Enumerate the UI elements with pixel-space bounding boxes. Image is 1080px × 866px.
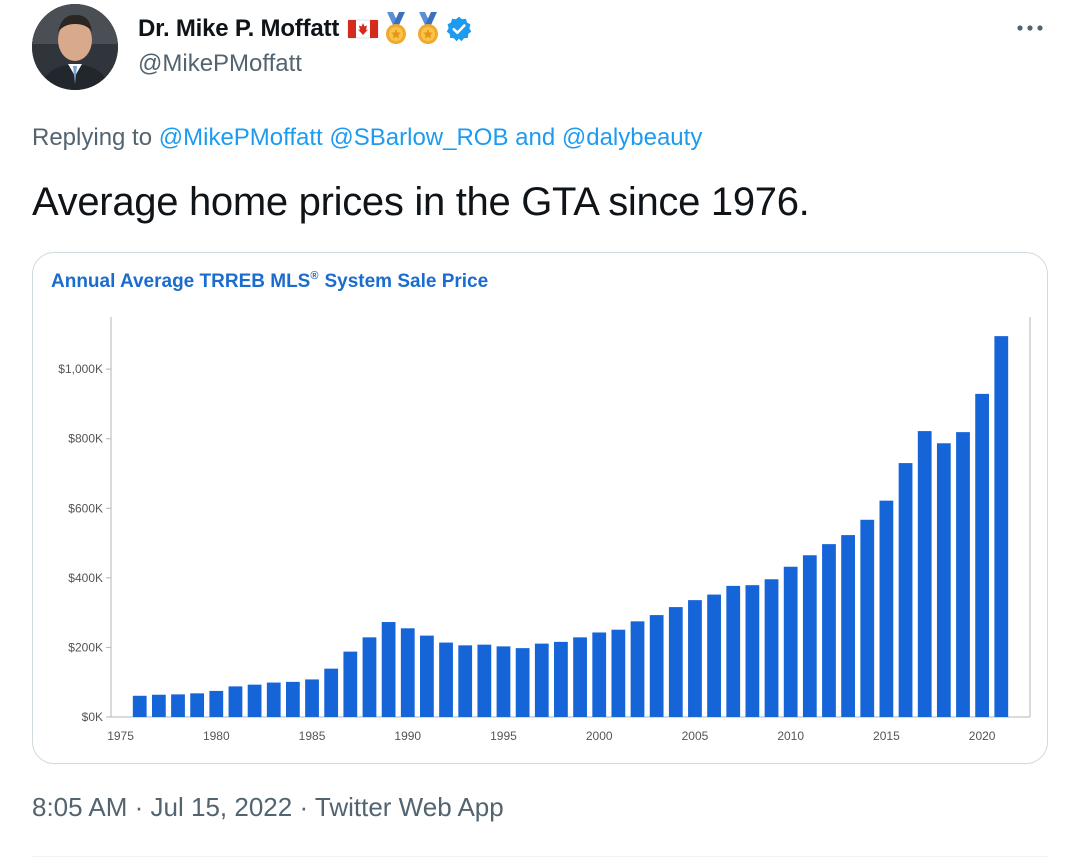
canada-flag-icon <box>347 19 379 39</box>
x-tick-label: 2015 <box>873 729 900 743</box>
bar-1999 <box>573 637 587 717</box>
tweet-meta: 8:05 AM · Jul 15, 2022 · Twitter Web App <box>32 792 504 823</box>
bar-2000 <box>592 632 607 717</box>
mention-link[interactable]: @dalybeauty <box>561 124 703 151</box>
bar-2020 <box>975 393 990 717</box>
x-tick-label: 2010 <box>777 729 804 743</box>
divider <box>32 856 1048 857</box>
bar-1993 <box>458 645 473 717</box>
bar-1986 <box>324 668 339 717</box>
tweet-date[interactable]: Jul 15, 2022 <box>150 792 293 822</box>
bar-1982 <box>247 684 262 717</box>
bar-1978 <box>171 694 185 717</box>
bar-1988 <box>362 637 377 717</box>
meta-separator: · <box>299 792 309 822</box>
x-tick-label: 1985 <box>299 729 326 743</box>
bar-1976 <box>132 695 147 717</box>
x-tick-label: 2000 <box>586 729 613 743</box>
mention-connector[interactable]: and <box>515 124 556 151</box>
tweet-text: Average home prices in the GTA since 197… <box>32 180 810 224</box>
mention-link[interactable]: @SBarlow_ROB <box>329 124 509 151</box>
bar-1998 <box>554 641 568 717</box>
bar-1994 <box>477 644 492 717</box>
chart: Annual Average TRREB MLS® System Sale Pri… <box>51 270 1031 743</box>
x-tick-label: 1975 <box>107 729 134 743</box>
bar-2012 <box>822 544 836 717</box>
bar-1983 <box>266 682 281 717</box>
x-tick-label: 2005 <box>682 729 709 743</box>
bar-2013 <box>841 535 855 717</box>
bar-2005 <box>688 600 702 717</box>
y-tick-label: $600K <box>68 501 103 515</box>
bar-2016 <box>898 463 913 717</box>
verified-badge-icon[interactable] <box>445 15 473 43</box>
bar-2004 <box>668 607 683 717</box>
tweet-time[interactable]: 8:05 AM <box>32 792 128 822</box>
bar-1996 <box>515 648 530 717</box>
bar-1991 <box>420 635 434 717</box>
chart-bars <box>132 336 1009 717</box>
author-badges <box>345 11 473 47</box>
bar-2011 <box>802 555 817 717</box>
bar-1992 <box>439 642 453 717</box>
y-tick-label: $800K <box>68 432 103 446</box>
x-tick-label: 1980 <box>203 729 230 743</box>
chart-axes <box>110 317 1031 718</box>
bar-2010 <box>783 566 798 717</box>
bar-2009 <box>764 579 779 717</box>
author-name-row: Dr. Mike P. Moffatt <box>138 12 473 46</box>
chart-y-ticks: $0K $200K $400K $600K $800K $1,000K <box>58 362 111 724</box>
bar-2007 <box>726 585 741 717</box>
bar-2001 <box>611 629 626 717</box>
x-tick-label: 1990 <box>394 729 421 743</box>
replying-to-line: Replying to @MikePMoffatt @SBarlow_ROB a… <box>32 124 702 152</box>
bar-2014 <box>860 519 875 717</box>
medal-icon <box>418 12 439 44</box>
x-tick-label: 1995 <box>490 729 517 743</box>
y-tick-label: $0K <box>82 710 103 724</box>
author-display-name[interactable]: Dr. Mike P. Moffatt <box>138 15 340 42</box>
bar-1989 <box>381 622 396 717</box>
y-tick-label: $1,000K <box>58 362 103 376</box>
bar-1981 <box>228 686 243 717</box>
bar-1995 <box>496 646 511 717</box>
meta-separator: · <box>134 792 144 822</box>
bar-2021 <box>994 336 1009 717</box>
chart-x-ticks: 1975 1980 1985 1990 1995 2000 2005 2010 2015 2020 <box>107 729 996 743</box>
bar-1987 <box>343 651 358 717</box>
more-options-icon[interactable] <box>1012 14 1048 42</box>
bar-1980 <box>209 690 224 717</box>
replying-to-label: Replying to <box>32 124 153 151</box>
x-tick-label: 2020 <box>969 729 996 743</box>
tweet-source[interactable]: Twitter Web App <box>314 792 504 822</box>
bar-1997 <box>534 643 549 717</box>
bar-2015 <box>879 500 894 717</box>
bar-2017 <box>917 431 932 717</box>
bar-2006 <box>707 594 721 717</box>
bar-1985 <box>305 679 319 717</box>
bar-1984 <box>285 681 300 717</box>
chart-title: Annual Average TRREB MLS® System Sale Pri… <box>51 270 488 292</box>
bar-2019 <box>956 432 970 717</box>
bar-2003 <box>649 615 664 717</box>
bar-2002 <box>630 621 645 717</box>
bar-1990 <box>400 628 415 717</box>
chart-image-card[interactable]: Annual Average TRREB MLS® System Sale Pri… <box>32 252 1048 764</box>
bar-2008 <box>745 585 760 717</box>
mention-link[interactable]: @MikePMoffatt <box>158 124 323 151</box>
y-tick-label: $200K <box>68 640 103 654</box>
avatar-image <box>32 4 118 90</box>
medal-icon <box>386 12 407 44</box>
bar-1977 <box>151 694 166 717</box>
bar-2018 <box>936 443 951 717</box>
bar-1979 <box>190 693 205 717</box>
y-tick-label: $400K <box>68 571 103 585</box>
author-handle[interactable]: @MikePMoffatt <box>138 50 302 77</box>
avatar[interactable] <box>32 4 118 90</box>
